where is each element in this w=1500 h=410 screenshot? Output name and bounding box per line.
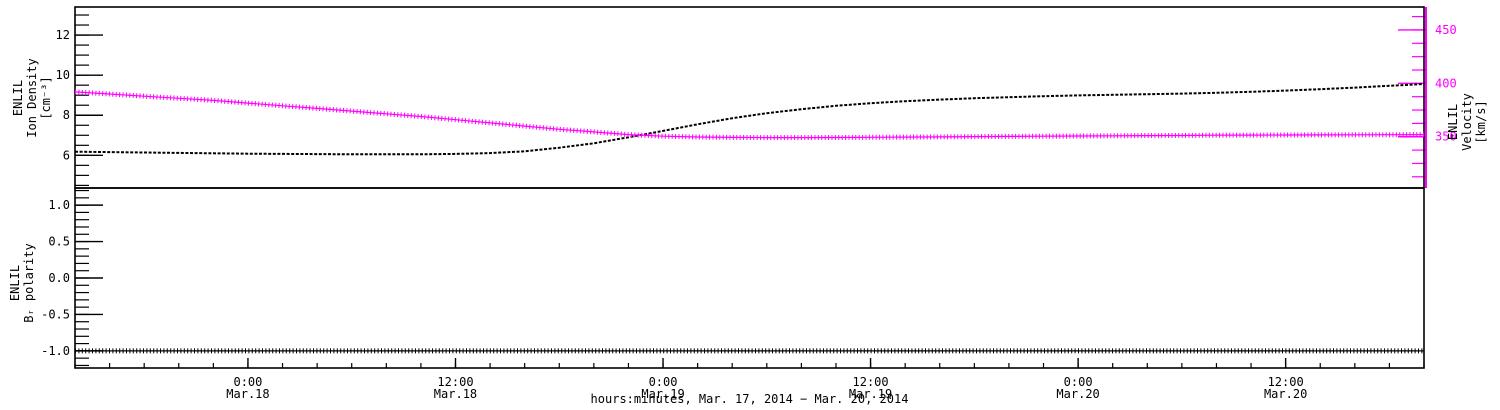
x-ticks: 0:00Mar.1812:00Mar.180:00Mar.1912:00Mar.… [74,358,1425,401]
x-tick-date-label: Mar.19 [641,387,684,401]
x-tick-date-label: Mar.20 [1264,387,1307,401]
density-axis-title: ENLIL Ion Density [cm⁻³] [11,58,53,137]
panel-frame [74,187,1425,369]
x-tick-time-label: 12:00 [1268,375,1304,389]
axis-title-line: [cm⁻³] [39,76,53,120]
y-tick-label: 12 [56,28,70,42]
y-tick-label: 0.5 [48,235,70,249]
x-tick-time-label: 12:00 [437,375,473,389]
y-tick-label: 6 [63,148,70,162]
y-tick-label: 1.0 [48,198,70,212]
y-ticks: 12 10 8 6 [56,14,103,186]
axis-title-line: [km/s] [1474,100,1488,144]
axis-title-line: Bᵣ polarity [22,243,36,323]
x-tick-date-label: Mar.18 [434,387,477,401]
series-velocity [74,89,1425,141]
y-tick-label: 0.0 [48,271,70,285]
x-tick-time-label: 0:00 [233,375,262,389]
x-tick-time-label: 0:00 [1064,375,1093,389]
y-tick-label: 400 [1435,76,1457,90]
axis-title-line: ENLIL [11,79,25,117]
velocity-axis-title: ENLIL Velocity [km/s] [1446,93,1488,151]
plot-root: 1210864504003501.00.50.0-0.5-1.00:00Mar.… [41,6,1457,401]
x-tick-date-label: Mar.20 [1056,387,1099,401]
axis-title-line: ENLIL [8,264,22,302]
x-tick-time-label: 0:00 [649,375,678,389]
y-tick-label: 8 [63,108,70,122]
axis-title-line: Ion Density [25,58,39,138]
y-tick-label: 350 [1435,130,1457,144]
panel-frame [74,6,1425,189]
y-ticks: 1.0 0.5 0.0 -0.5 -1.0 [41,189,103,367]
y-tick-label: 10 [56,68,70,82]
x-tick-date-label: Mar.18 [226,387,269,401]
polarity-axis-title: ENLIL Bᵣ polarity [8,243,36,322]
y-tick-label: 450 [1435,23,1457,37]
x-tick-date-label: Mar.19 [849,387,892,401]
x-axis-title: hours:minutes, Mar. 17, 2014 − Mar. 20, … [590,392,909,406]
series-ion_density [74,83,1425,156]
y-tick-label: -0.5 [41,307,70,321]
y-tick-label: -1.0 [41,344,70,358]
x-tick-time-label: 12:00 [853,375,889,389]
axis-title-line: ENLIL [1446,103,1460,141]
axis-title-line: Velocity [1460,93,1474,151]
